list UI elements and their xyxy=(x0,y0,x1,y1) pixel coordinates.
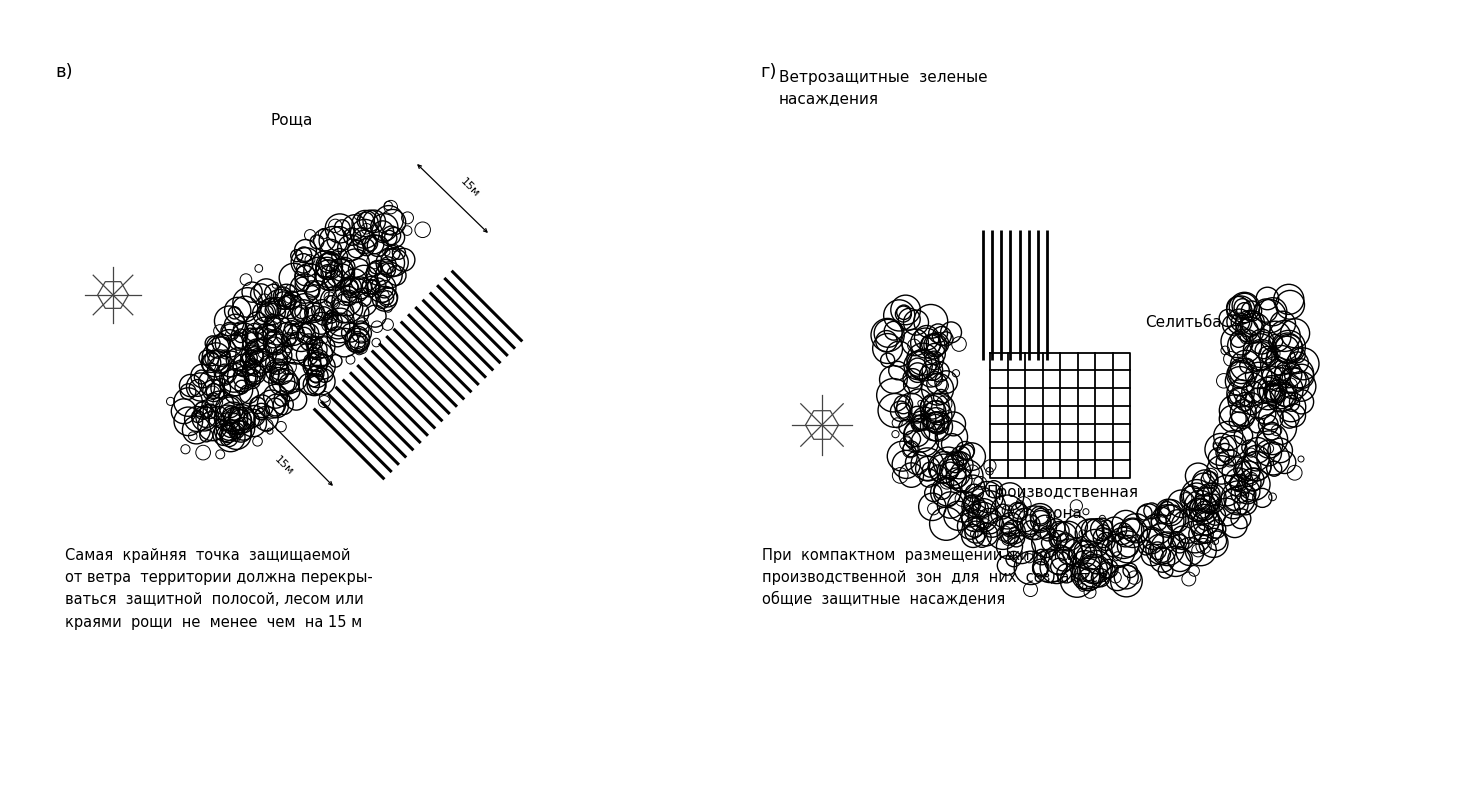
Text: Роща: Роща xyxy=(269,112,312,127)
Text: Самая  крайняя  точка  защищаемой
от ветра  территории должна перекры-
ваться  з: Самая крайняя точка защищаемой от ветра … xyxy=(65,548,373,630)
Text: г): г) xyxy=(761,63,777,81)
Text: Ветрозащитные  зеленые
насаждения: Ветрозащитные зеленые насаждения xyxy=(778,70,987,106)
Text: Селитьба: Селитьба xyxy=(1146,315,1221,330)
Text: 15м: 15м xyxy=(272,455,296,477)
Text: в): в) xyxy=(55,63,73,81)
Text: 15м: 15м xyxy=(459,176,481,200)
Text: Производственная
зона: Производственная зона xyxy=(987,485,1140,521)
Text: При  компактном  размещении жилой  и
производственной  зон  для  них  создаются
: При компактном размещении жилой и произв… xyxy=(762,548,1107,607)
